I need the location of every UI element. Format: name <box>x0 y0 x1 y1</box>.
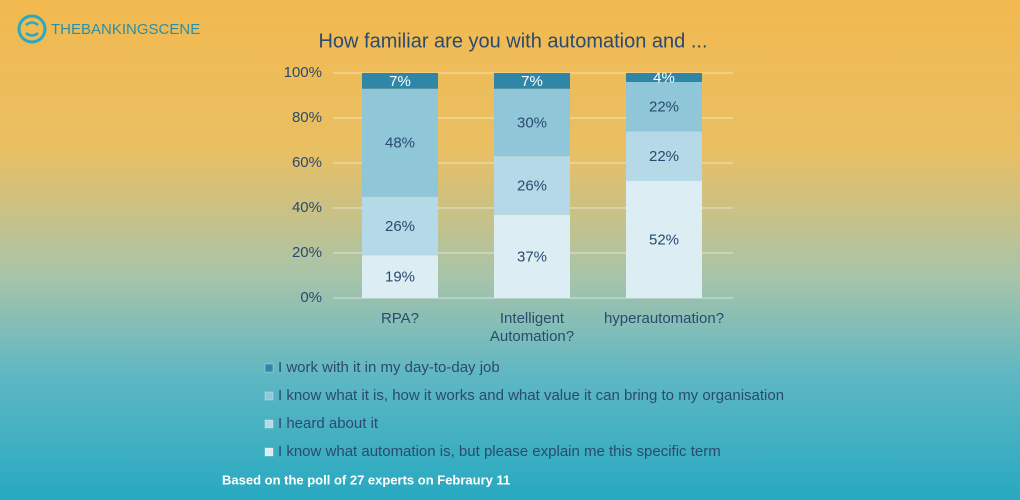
legend-label: I know what it is, how it works and what… <box>278 387 784 404</box>
value-label: 26% <box>517 177 547 194</box>
x-tick-label: RPA? <box>380 310 420 327</box>
bar-segment <box>494 88 570 157</box>
value-label: 22% <box>649 99 679 116</box>
value-label: 22% <box>649 148 679 165</box>
x-tick-label: Intelligent Automation? <box>489 310 575 345</box>
legend-label: I work with it in my day-to-day job <box>278 359 500 376</box>
bar-segment <box>362 88 438 197</box>
brand: THEBANKINGSCENE <box>51 21 200 38</box>
legend-label: I know what automation is, but please ex… <box>278 443 721 460</box>
bar-segment <box>494 73 570 89</box>
y-tick-label: 60% <box>292 154 322 171</box>
legend-marker <box>264 447 274 457</box>
bar-segment <box>494 214 570 298</box>
bar-segment <box>362 196 438 256</box>
x-tick-label: hyperautomation? <box>603 310 725 327</box>
value-label: 26% <box>385 218 415 235</box>
value-label: 7% <box>521 73 543 90</box>
legend-marker <box>264 391 274 401</box>
value-label: 48% <box>385 135 415 152</box>
bar-segment <box>626 82 702 132</box>
legend-marker <box>264 363 274 373</box>
logo-icon <box>17 14 47 44</box>
y-tick-label: 100% <box>284 64 322 81</box>
bar-segment <box>362 255 438 298</box>
value-label: 30% <box>517 114 547 131</box>
legend-label: I heard about it <box>278 415 379 432</box>
value-label: 37% <box>517 248 547 265</box>
bar-segment <box>494 156 570 215</box>
value-label: 4% <box>653 69 675 86</box>
bar-segment <box>626 73 702 82</box>
logo-mark <box>25 21 39 37</box>
value-label: 52% <box>649 231 679 248</box>
chart-title: How familiar are you with automation and… <box>318 30 707 52</box>
y-tick-label: 80% <box>292 109 322 126</box>
y-tick-label: 0% <box>300 289 322 306</box>
y-tick-label: 40% <box>292 199 322 216</box>
footnote: Based on the poll of 27 experts on Febra… <box>222 472 510 487</box>
bar-segment <box>626 181 702 298</box>
bar-segment <box>626 131 702 181</box>
bar-segment <box>362 73 438 89</box>
value-label: 19% <box>385 269 415 286</box>
value-label: 7% <box>389 73 411 90</box>
legend-marker <box>264 419 274 429</box>
y-tick-label: 20% <box>292 244 322 261</box>
